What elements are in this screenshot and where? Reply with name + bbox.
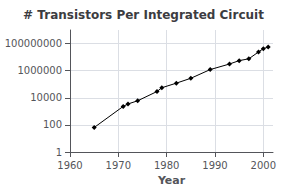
svg-text:1980: 1980 xyxy=(154,160,179,171)
svg-text:100: 100 xyxy=(43,119,62,130)
svg-text:2000: 2000 xyxy=(251,160,276,171)
svg-text:100000000: 100000000 xyxy=(5,38,62,49)
svg-text:1960: 1960 xyxy=(57,160,82,171)
svg-text:1: 1 xyxy=(56,147,62,158)
svg-text:Year: Year xyxy=(157,174,186,187)
svg-text:10000: 10000 xyxy=(30,92,62,103)
svg-text:# Transistors Per Integrated C: # Transistors Per Integrated Circuit xyxy=(23,8,264,22)
svg-text:1970: 1970 xyxy=(106,160,131,171)
svg-text:1990: 1990 xyxy=(202,160,227,171)
svg-text:1000000: 1000000 xyxy=(17,65,62,76)
